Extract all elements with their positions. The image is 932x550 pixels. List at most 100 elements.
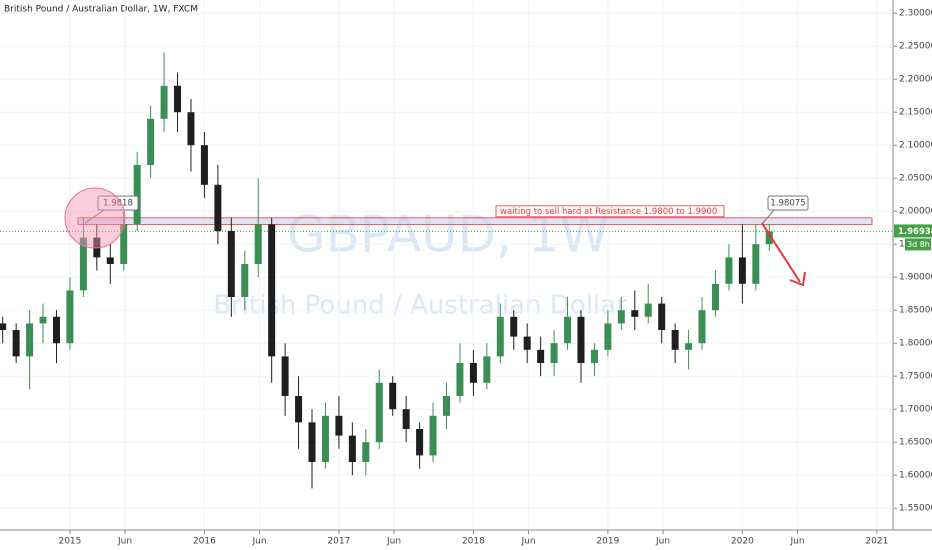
candle-body: [295, 396, 303, 423]
y-tick-label: 1.65000: [899, 438, 932, 448]
candle-body: [241, 264, 249, 297]
arrow: [761, 222, 801, 283]
y-tick-label: 2.20000: [899, 75, 932, 85]
y-tick-label: 2.15000: [899, 108, 932, 118]
arrow-head: [789, 271, 806, 287]
x-tick-label: 2015: [58, 537, 81, 547]
candle-body: [227, 231, 235, 297]
candle-body: [523, 336, 531, 350]
x-tick-label: Jun: [117, 537, 132, 547]
candle-body: [12, 330, 20, 357]
last-price-box: [894, 224, 932, 238]
y-tick-label: 2.30000: [899, 9, 932, 19]
candle-body: [698, 310, 706, 344]
candle-body: [510, 316, 518, 337]
y-tick-label: 2.05000: [899, 174, 932, 184]
candle-body: [644, 303, 652, 317]
countdown-label: 3d 8h: [907, 240, 930, 249]
candle-body: [752, 244, 760, 284]
candle-body: [120, 224, 128, 264]
candle-body: [590, 349, 598, 363]
candle-body: [738, 257, 746, 284]
x-tick-label: 2016: [193, 537, 216, 547]
candle-body: [214, 184, 222, 231]
candle-body: [604, 323, 612, 350]
candle-body: [617, 310, 625, 324]
candle-body: [348, 435, 356, 462]
candle-body: [389, 382, 397, 410]
candle-body: [456, 363, 464, 396]
candle-body: [416, 429, 424, 456]
candle-body: [658, 303, 666, 330]
candle-body: [550, 343, 558, 363]
x-tick-label: 2018: [462, 537, 485, 547]
x-tick-label: Jun: [521, 537, 536, 547]
candle-body: [402, 409, 410, 429]
y-tick-label: 1.55000: [899, 504, 932, 514]
zone-label-box: [495, 205, 725, 218]
candle-body: [160, 85, 168, 119]
candle-body: [375, 382, 383, 443]
candle-body: [685, 343, 693, 350]
candle-body: [254, 224, 262, 264]
candle-body: [187, 112, 195, 146]
candle-body: [483, 356, 491, 383]
candle-body: [537, 349, 545, 363]
callout-box: [767, 195, 809, 211]
y-tick-label: 2.10000: [899, 141, 932, 151]
x-tick-label: 2021: [865, 537, 888, 547]
candle-body: [79, 237, 87, 291]
y-tick-label: 1.80000: [899, 339, 932, 349]
candle-body: [281, 356, 289, 396]
candle-body: [321, 415, 329, 462]
candle-body: [66, 290, 74, 344]
candle-body: [39, 316, 47, 324]
candle-body: [335, 415, 343, 436]
y-tick-label: 1.70000: [899, 405, 932, 415]
candle-body: [443, 396, 450, 416]
callout-pointer: [84, 209, 105, 224]
candle-body: [469, 363, 477, 383]
y-tick-label: 1.90000: [899, 273, 932, 283]
x-tick-label: Jun: [655, 537, 670, 547]
zone-label: waiting to sell hard at Resistance 1.980…: [500, 207, 717, 217]
candle-body: [106, 257, 114, 264]
y-tick-label: 1.60000: [899, 471, 932, 481]
candle-body: [362, 442, 370, 462]
candle-body: [0, 323, 7, 330]
candle-body: [577, 316, 585, 363]
callout-pointer: [761, 209, 775, 225]
candle-body: [671, 330, 679, 350]
candle-body: [631, 310, 639, 317]
x-tick-label: 2019: [596, 537, 619, 547]
x-tick-label: Jun: [386, 537, 401, 547]
y-tick-label: 2.00000: [899, 207, 932, 217]
candle-body: [200, 145, 208, 185]
last-price-label: 1.96934: [898, 227, 932, 237]
countdown-box: [905, 238, 931, 251]
candle-body: [308, 422, 316, 462]
candle-body: [52, 316, 60, 344]
candle-body: [174, 85, 182, 113]
candle-body: [133, 165, 141, 225]
candle-body: [725, 257, 733, 284]
candle-body: [496, 316, 504, 357]
callout-label: 1.9818: [103, 199, 133, 209]
y-tick-label: 1.85000: [899, 306, 932, 316]
candle-body: [268, 224, 276, 357]
x-tick-label: Jun: [789, 537, 804, 547]
highlight-circle: [64, 187, 126, 249]
candle-body: [765, 231, 773, 245]
y-tick-label: 1.75000: [899, 372, 932, 382]
candle-body: [26, 323, 34, 357]
callout-box: [97, 195, 139, 211]
candle-body: [711, 283, 719, 311]
x-tick-label: Jun: [252, 537, 267, 547]
resistance-zone: [77, 217, 873, 225]
candle-body: [564, 316, 572, 344]
x-tick-label: 2020: [731, 537, 754, 547]
chart-title: British Pound / Australian Dollar, 1W, F…: [4, 5, 198, 15]
